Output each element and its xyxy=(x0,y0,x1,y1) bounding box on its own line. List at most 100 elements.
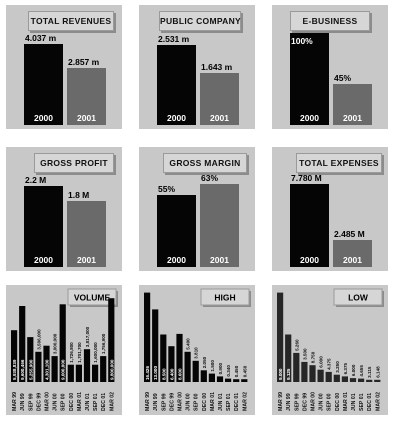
data-label: 0.450 xyxy=(242,365,247,377)
bar xyxy=(333,374,340,382)
chart-panel: PUBLIC COMPANY 2000 2.531 m 2001 1.643 m xyxy=(139,5,255,129)
data-label: 2.857 m xyxy=(68,57,100,67)
chart-title: TOTAL REVENUES xyxy=(28,11,114,31)
x-tick-label: JUN 01 xyxy=(351,393,357,411)
data-label: 3.250 xyxy=(335,361,340,373)
x-tick-label: 2000 xyxy=(34,113,53,123)
bar xyxy=(341,376,348,382)
x-tick-label: 2000 xyxy=(167,113,186,123)
bar: 2001 xyxy=(67,201,106,267)
x-tick-label: SEP 99 xyxy=(161,393,167,411)
chart-panel: LOW 9.000 MAR 99 9.125 JUN 99 5.260 SEP 99 3.50… xyxy=(272,285,388,415)
chart-title: TOTAL EXPENSES xyxy=(296,153,382,173)
bar xyxy=(293,352,300,382)
x-tick-label: SEP 01 xyxy=(226,393,232,411)
x-tick-label: MAR 01 xyxy=(77,392,83,411)
bar xyxy=(309,365,316,382)
x-tick-label: DEC 00 xyxy=(202,393,208,411)
data-label: 63% xyxy=(201,173,219,183)
bar xyxy=(43,345,50,382)
x-tick-label: JUN 00 xyxy=(186,393,192,411)
data-label: 9,600,466 xyxy=(20,359,25,380)
x-tick-label: SEP 00 xyxy=(61,393,67,411)
chart-title: GROSS MARGIN xyxy=(163,153,247,173)
chart-panel: GROSS PROFIT 2000 2.2 M 2001 1.8 M xyxy=(6,147,122,271)
x-tick-label: 2001 xyxy=(343,113,362,123)
data-label: 6.000 xyxy=(351,364,356,376)
x-tick-label: 2001 xyxy=(343,255,362,265)
bar xyxy=(200,370,207,382)
data-label: 0.900 xyxy=(218,362,223,374)
data-label: 13.000 xyxy=(153,366,158,380)
data-label: 1,756,900 xyxy=(101,333,106,354)
bar: 2001 xyxy=(333,84,372,125)
bar xyxy=(176,333,183,382)
x-tick-label: JUN 00 xyxy=(319,393,325,411)
chart-title: E-BUSINESS xyxy=(290,11,370,31)
x-tick-label: JUN 01 xyxy=(218,393,224,411)
bar: 2001 xyxy=(200,73,239,125)
bar xyxy=(358,378,365,382)
data-label: 16.426 xyxy=(145,366,150,380)
x-tick-label: JUN 99 xyxy=(153,393,159,411)
data-label: 45% xyxy=(334,73,352,83)
x-tick-label: MAR 00 xyxy=(178,392,184,411)
x-tick-label: SEP 99 xyxy=(294,393,300,411)
bar xyxy=(59,304,66,382)
data-label: 7.780 M xyxy=(291,173,322,183)
bar xyxy=(349,378,357,382)
x-tick-label: MAR 02 xyxy=(242,392,248,411)
bar xyxy=(216,376,224,382)
x-tick-label: 2001 xyxy=(210,255,229,265)
bar xyxy=(366,379,373,382)
title-box xyxy=(67,288,117,306)
title-box xyxy=(333,288,383,306)
data-label: 1.8 M xyxy=(68,190,90,200)
data-label: 9,800,000 xyxy=(109,359,114,380)
data-label: 9,000,000 xyxy=(61,359,66,380)
chart-panel: VOLUME 5,938,839 MAR 99 9,600,466 JUN 99 5,25… xyxy=(6,285,122,415)
bar: 2001 xyxy=(200,184,239,267)
bar xyxy=(19,306,26,382)
x-tick-label: DEC 00 xyxy=(335,393,341,411)
bar xyxy=(192,360,199,382)
data-label: 0.450 xyxy=(234,365,239,377)
bar xyxy=(241,379,248,382)
x-tick-label: DEC 99 xyxy=(169,393,175,411)
x-tick-label: MAR 99 xyxy=(12,392,18,411)
data-label: 4.375 xyxy=(327,358,332,370)
data-label: 4.655 xyxy=(359,365,364,377)
data-label: 5,255,900 xyxy=(28,359,33,380)
data-label: 100% xyxy=(291,36,313,46)
data-label: 8.500 xyxy=(161,368,166,380)
chart-panel: TOTAL EXPENSES 2000 7.780 M 2001 2.485 M xyxy=(272,147,388,271)
bar: 2000 xyxy=(157,195,196,267)
data-label: 1.643 m xyxy=(201,62,233,72)
chart-title: VOLUME xyxy=(74,293,111,303)
x-tick-label: JUN 00 xyxy=(53,393,59,411)
x-tick-label: MAR 99 xyxy=(278,392,284,411)
bar xyxy=(374,379,381,382)
bar xyxy=(277,292,284,382)
x-tick-label: 2000 xyxy=(167,255,186,265)
x-tick-label: DEC 01 xyxy=(234,393,240,411)
bar xyxy=(152,309,159,382)
bar: 2000 xyxy=(290,33,329,125)
x-tick-label: MAR 02 xyxy=(109,392,115,411)
bar: 2001 xyxy=(67,68,106,125)
bar xyxy=(325,371,332,382)
bar-chart-svg: LOW 9.000 MAR 99 9.125 JUN 99 5.260 SEP 99 3.50… xyxy=(277,288,384,411)
x-tick-label: JUN 01 xyxy=(85,393,91,411)
data-label: 6.400 xyxy=(169,368,174,380)
x-tick-label: SEP 00 xyxy=(327,393,333,411)
x-tick-label: MAR 01 xyxy=(210,392,216,411)
x-tick-label: JUN 99 xyxy=(286,393,292,411)
data-label: 6.000 xyxy=(319,356,324,368)
data-label: 2.531 m xyxy=(158,34,190,44)
data-label: 3.500 xyxy=(302,348,307,360)
data-label: 55% xyxy=(158,184,176,194)
data-label: 3.810 xyxy=(194,347,199,359)
data-label: 3,506,000 xyxy=(36,329,41,350)
bar xyxy=(27,337,34,382)
data-label: 1.500 xyxy=(210,360,215,372)
